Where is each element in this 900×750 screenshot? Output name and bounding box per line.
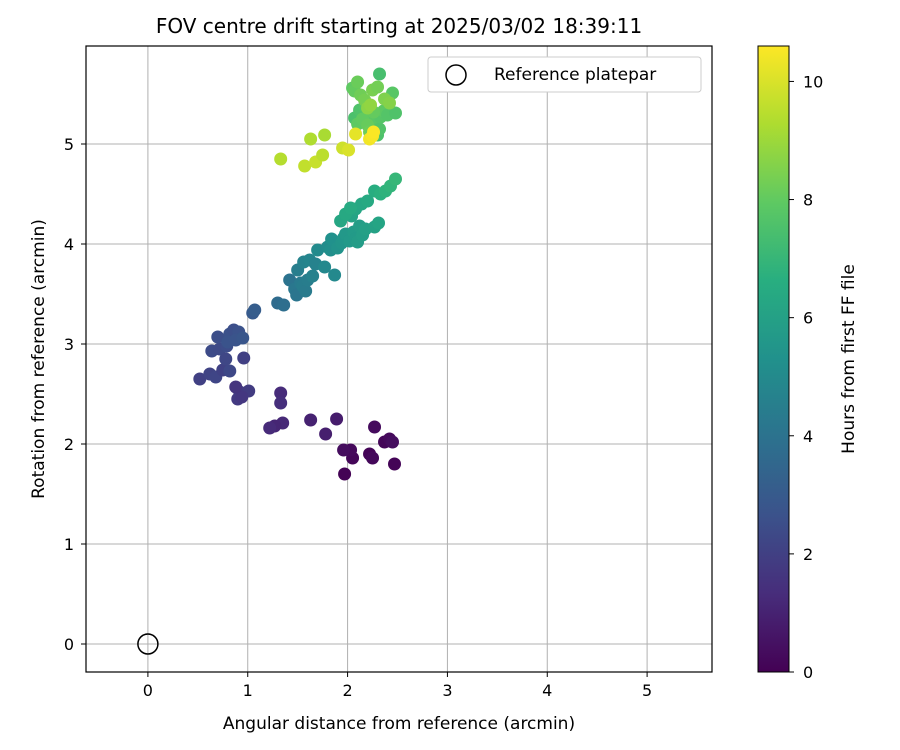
- data-point: [351, 75, 365, 89]
- data-point: [388, 457, 402, 471]
- plot-frame: [85, 45, 713, 673]
- data-point: [318, 128, 332, 142]
- data-point: [389, 172, 403, 186]
- data-point: [349, 127, 363, 141]
- data-point: [306, 269, 320, 283]
- data-point: [342, 143, 356, 157]
- colorbar-tick-label: 4: [803, 427, 813, 446]
- legend: Reference platepar: [427, 56, 702, 93]
- colorbar-tick-label: 6: [803, 309, 813, 328]
- data-point: [383, 96, 397, 110]
- data-point: [368, 420, 382, 434]
- data-point: [299, 284, 313, 298]
- x-tick-label: 5: [642, 681, 652, 700]
- data-point: [367, 125, 381, 139]
- colorbar-ticks: 0 2 4 6 8 10: [789, 72, 823, 682]
- data-point: [386, 435, 400, 449]
- data-point: [372, 216, 386, 230]
- y-tick-label: 5: [64, 135, 74, 154]
- y-tick-label: 1: [64, 535, 74, 554]
- data-point: [193, 372, 207, 386]
- grid: [86, 46, 712, 672]
- y-tick-label: 0: [64, 635, 74, 654]
- data-point: [338, 467, 352, 481]
- data-point: [364, 98, 378, 112]
- data-point: [337, 443, 351, 457]
- x-axis-ticks: 0 1 2 3 4 5: [143, 672, 652, 700]
- data-point: [274, 152, 288, 166]
- x-axis-label: Angular distance from reference (arcmin): [223, 714, 575, 734]
- y-tick-label: 2: [64, 435, 74, 454]
- legend-box: [427, 56, 702, 93]
- y-axis-label: Rotation from reference (arcmin): [29, 219, 49, 499]
- legend-label: Reference platepar: [494, 65, 656, 85]
- data-point: [304, 413, 318, 427]
- colorbar-tick-label: 2: [803, 545, 813, 564]
- colorbar-tick-label: 10: [803, 72, 823, 91]
- data-point: [237, 351, 251, 365]
- data-point: [389, 106, 403, 120]
- legend-marker: [445, 64, 467, 86]
- data-point: [236, 331, 250, 345]
- x-tick-label: 4: [542, 681, 552, 700]
- data-point: [361, 194, 375, 208]
- data-point: [318, 260, 332, 274]
- data-point: [316, 148, 330, 162]
- x-tick-label: 3: [442, 681, 452, 700]
- data-point: [277, 298, 291, 312]
- colorbar-tick-label: 8: [803, 191, 813, 210]
- data-point: [319, 427, 333, 441]
- chart-title: FOV centre drift starting at 2025/03/02 …: [156, 14, 642, 38]
- data-point: [248, 303, 262, 317]
- x-tick-label: 0: [143, 681, 153, 700]
- x-tick-label: 2: [342, 681, 352, 700]
- data-point: [328, 268, 342, 282]
- data-point: [344, 201, 358, 215]
- reference-point: [137, 633, 159, 655]
- data-point: [235, 390, 249, 404]
- data-point: [371, 80, 385, 94]
- data-point: [298, 159, 312, 173]
- data-point: [274, 396, 288, 410]
- y-axis-ticks: 0 1 2 3 4 5: [64, 135, 86, 654]
- colorbar-label: Hours from first FF file: [839, 264, 859, 454]
- data-point: [211, 330, 225, 344]
- data-point: [373, 67, 387, 81]
- scatter-points: [193, 67, 403, 481]
- data-point: [366, 451, 380, 465]
- reference-marker: [137, 633, 159, 655]
- data-point: [263, 421, 277, 435]
- data-point: [311, 243, 325, 257]
- data-point: [330, 412, 344, 426]
- data-point: [223, 364, 237, 378]
- data-point: [219, 352, 233, 366]
- data-point: [304, 132, 318, 146]
- y-tick-label: 4: [64, 235, 74, 254]
- x-tick-label: 1: [243, 681, 253, 700]
- data-point: [274, 386, 288, 400]
- y-tick-label: 3: [64, 335, 74, 354]
- data-point: [229, 380, 243, 394]
- colorbar: [757, 45, 790, 673]
- colorbar-tick-label: 0: [803, 663, 813, 682]
